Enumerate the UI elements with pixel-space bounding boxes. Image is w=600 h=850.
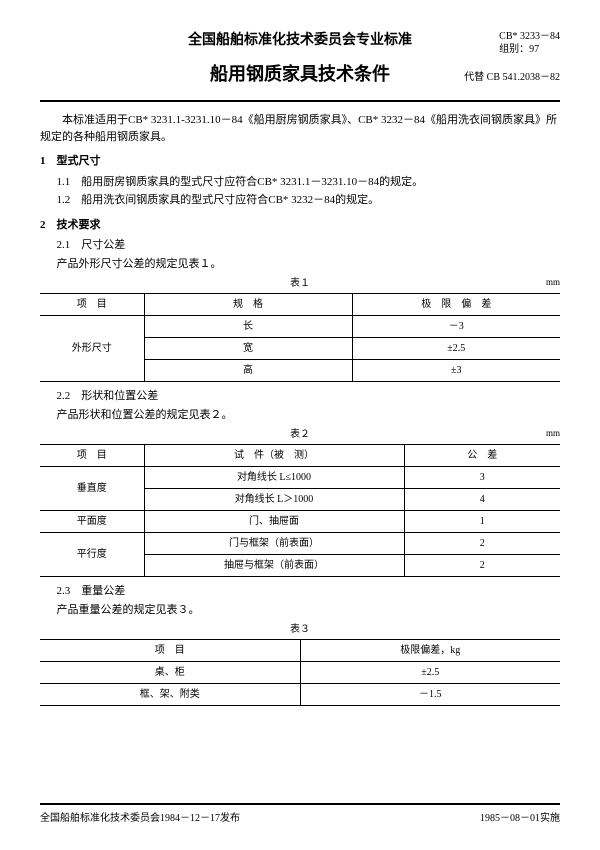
intro-text: 本标准适用于CB* 3231.1-3231.10－84《船用厨房钢质家具》、CB… [40, 112, 560, 145]
cell: 桌、柜 [40, 662, 300, 684]
cell: 平面度 [40, 511, 144, 533]
table1-caption: 表１ mm [40, 276, 560, 291]
t2-h3: 公 差 [404, 445, 560, 467]
t1-unit: mm [546, 276, 560, 290]
t1-h2: 规 格 [144, 294, 352, 316]
table-2: 项 目 试 件（被 测） 公 差 垂直度 对角线长 L≤1000 3 对角线长 … [40, 444, 560, 577]
committee: 全国船舶标准化技术委员会专业标准 [188, 30, 412, 51]
section-2: 2 技术要求 [40, 217, 560, 234]
cell: ±3 [352, 360, 560, 382]
cell: －3 [352, 316, 560, 338]
footer-left: 全国船舶标准化技术委员会1984－12－17发布 [40, 809, 240, 824]
cell: 门、抽屉面 [144, 511, 404, 533]
p-2-2: 产品形状和位置公差的规定见表２。 [57, 407, 561, 424]
cell: 4 [404, 489, 560, 511]
table2-caption: 表２ mm [40, 427, 560, 442]
item-2-2: 2.2 形状和位置公差 [57, 388, 561, 405]
replace-code: 代替 CB 541.2038－82 [464, 70, 560, 85]
divider [40, 100, 560, 102]
cell: 垂直度 [40, 467, 144, 511]
t2-unit: mm [546, 427, 560, 441]
cell: 1 [404, 511, 560, 533]
table-row: 平面度 门、抽屉面 1 [40, 511, 560, 533]
table-row: 项 目 极限偏差，kg [40, 640, 560, 662]
cell: 高 [144, 360, 352, 382]
section-1: 1 型式尺寸 [40, 153, 560, 170]
t3-cap: 表３ [290, 624, 310, 635]
t2-h2: 试 件（被 测） [144, 445, 404, 467]
footer-right: 1985－08－01实施 [480, 809, 560, 824]
item-1-2: 1.2 船用洗衣间钢质家具的型式尺寸应符合CB* 3232－84的规定。 [57, 192, 561, 209]
p-2-1: 产品外形尺寸公差的规定见表１。 [57, 256, 561, 273]
table-row: 项 目 规 格 极 限 偏 差 [40, 294, 560, 316]
table-1: 项 目 规 格 极 限 偏 差 外形尺寸 长 －3 宽 ±2.5 高 ±3 [40, 293, 560, 382]
table-row: 框、架、附类 －1.5 [40, 684, 560, 706]
cell: ±2.5 [300, 662, 560, 684]
item-2-3: 2.3 重量公差 [57, 583, 561, 600]
item-2-1: 2.1 尺寸公差 [57, 237, 561, 254]
t1-h3: 极 限 偏 差 [352, 294, 560, 316]
t2-h1: 项 目 [40, 445, 144, 467]
cell: 抽屉与框架（前表面） [144, 555, 404, 577]
t3-h1: 项 目 [40, 640, 300, 662]
footer: 全国船舶标准化技术委员会1984－12－17发布 1985－08－01实施 [40, 803, 560, 824]
p-2-3: 产品重量公差的规定见表３。 [57, 602, 561, 619]
t1-rowhead: 外形尺寸 [40, 316, 144, 382]
cell: 长 [144, 316, 352, 338]
cell: 平行度 [40, 533, 144, 577]
cell: 宽 [144, 338, 352, 360]
table-row: 项 目 试 件（被 测） 公 差 [40, 445, 560, 467]
table3-caption: 表３ [40, 622, 560, 637]
cell: ±2.5 [352, 338, 560, 360]
t1-cap: 表１ [290, 278, 310, 289]
cell: 2 [404, 555, 560, 577]
t3-h2: 极限偏差，kg [300, 640, 560, 662]
t1-h1: 项 目 [40, 294, 144, 316]
cell: －1.5 [300, 684, 560, 706]
item-1-1: 1.1 船用厨房钢质家具的型式尺寸应符合CB* 3231.1－3231.10－8… [57, 174, 561, 191]
table-3: 项 目 极限偏差，kg 桌、柜 ±2.5 框、架、附类 －1.5 [40, 639, 560, 706]
cell: 对角线长 L＞1000 [144, 489, 404, 511]
table-row: 平行度 门与框架（前表面） 2 [40, 533, 560, 555]
cell: 门与框架（前表面） [144, 533, 404, 555]
code-line2: 组别：97 [499, 43, 560, 56]
t2-cap: 表２ [290, 429, 310, 440]
table-row: 桌、柜 ±2.5 [40, 662, 560, 684]
cell: 3 [404, 467, 560, 489]
cell: 框、架、附类 [40, 684, 300, 706]
standard-code: CB* 3233－84 组别：97 [499, 30, 560, 56]
cell: 对角线长 L≤1000 [144, 467, 404, 489]
table-row: 外形尺寸 长 －3 [40, 316, 560, 338]
cell: 2 [404, 533, 560, 555]
table-row: 垂直度 对角线长 L≤1000 3 [40, 467, 560, 489]
code-line1: CB* 3233－84 [499, 30, 560, 43]
